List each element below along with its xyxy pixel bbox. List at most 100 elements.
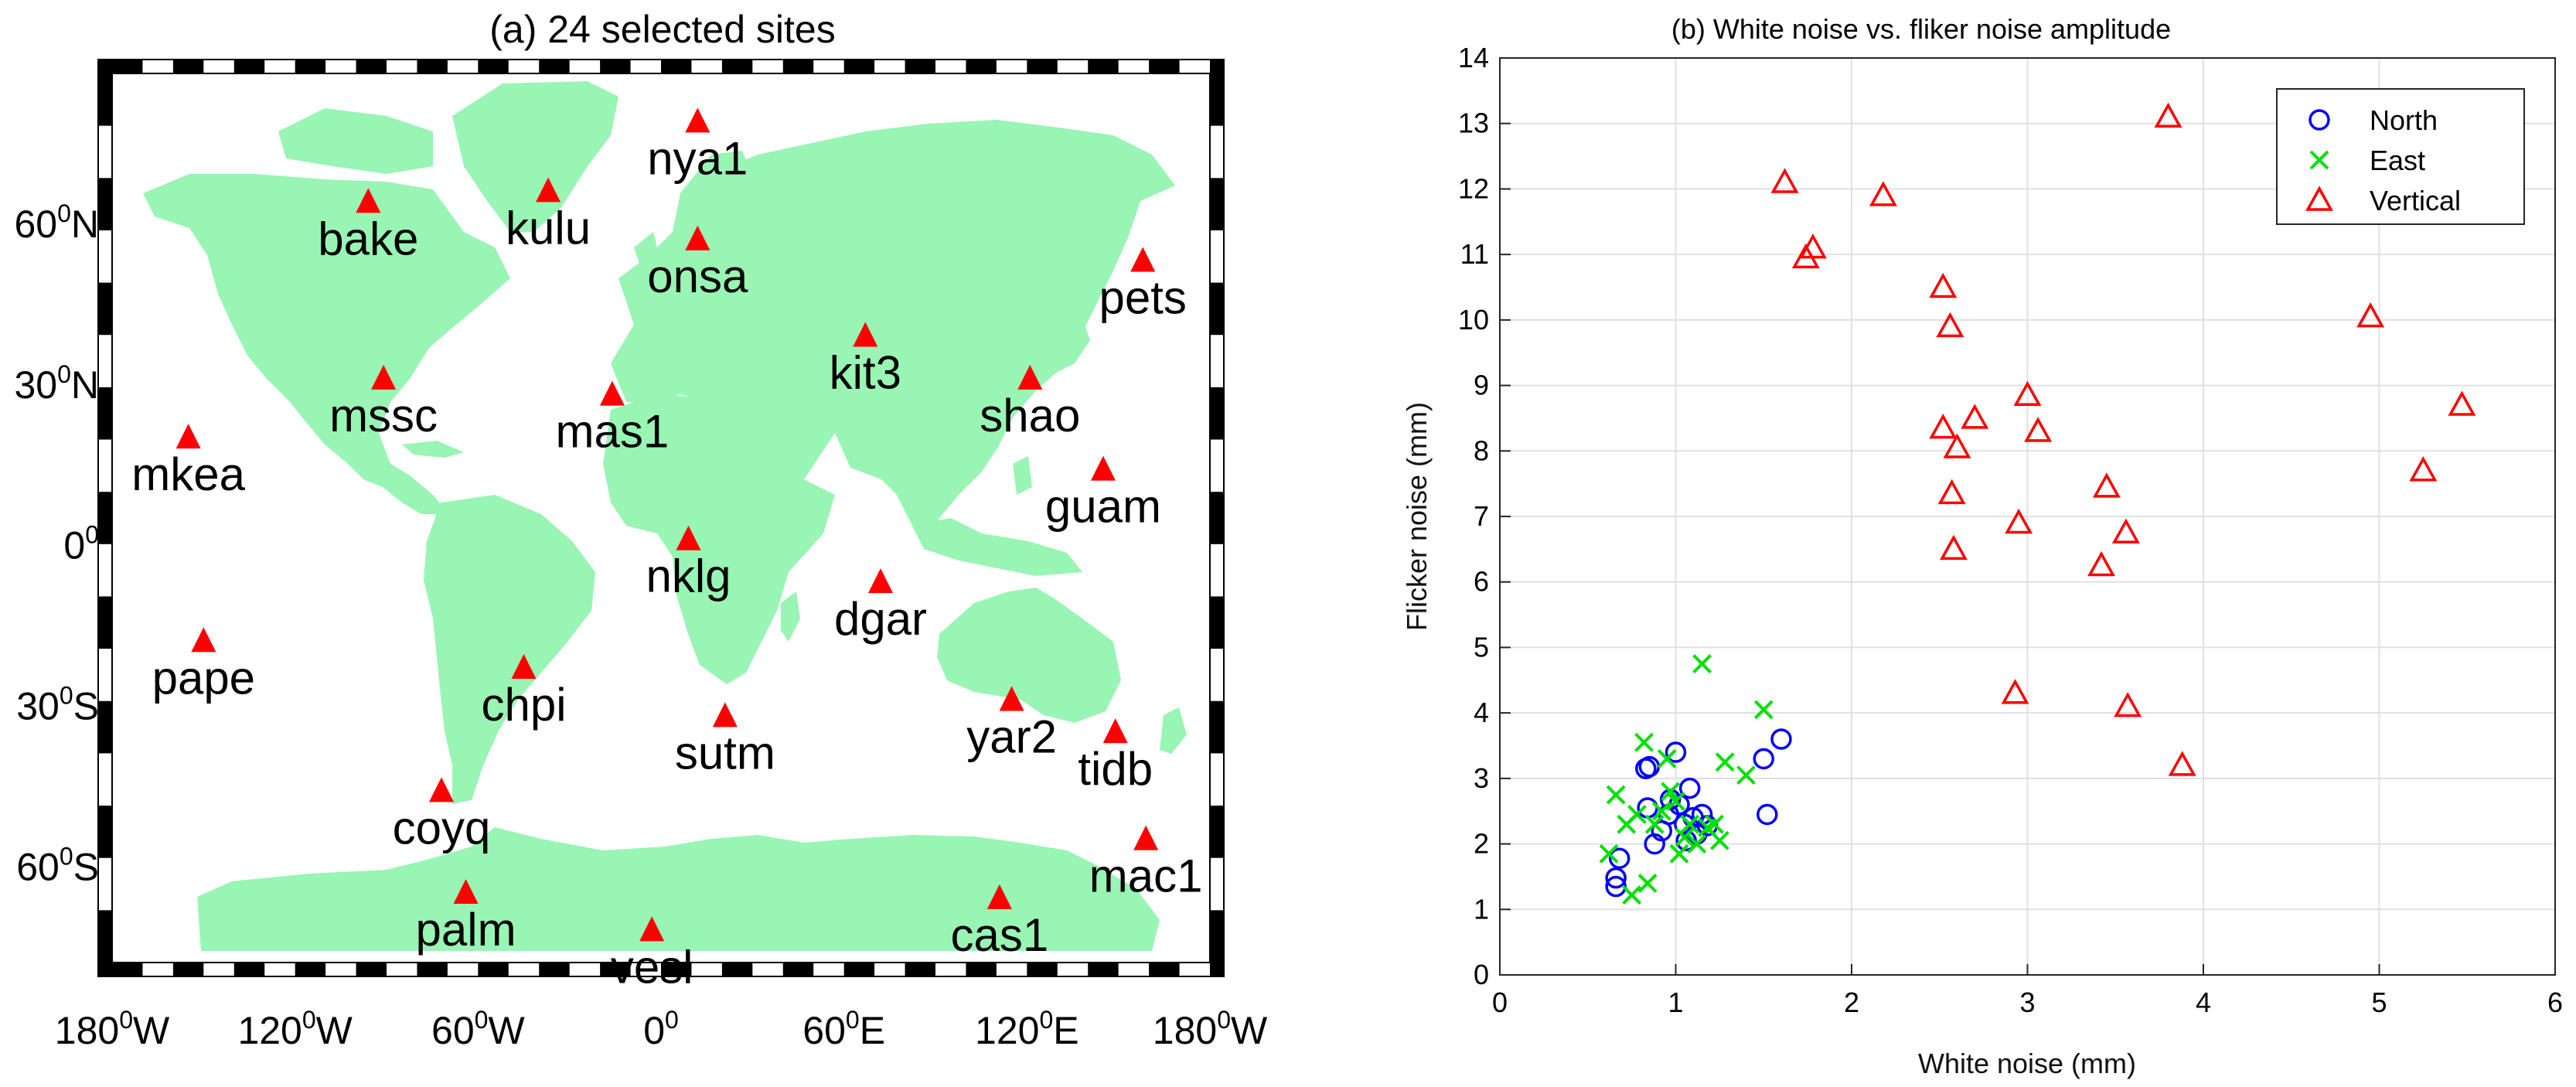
new-zealand	[1160, 707, 1187, 754]
border-segment	[1210, 73, 1224, 126]
border-segment	[843, 963, 875, 976]
border-segment	[1027, 963, 1058, 976]
site-marker	[429, 777, 454, 802]
vertical-point	[2005, 508, 2033, 534]
east-point	[1627, 805, 1647, 824]
site-marker	[599, 380, 625, 406]
border-segment	[98, 910, 112, 963]
legend-marker-north	[2309, 109, 2330, 131]
border-segment	[356, 60, 387, 73]
vertical-point	[1929, 414, 1958, 439]
north-point	[1770, 728, 1792, 750]
north-point	[1753, 748, 1774, 770]
vertical-point	[2114, 692, 2142, 717]
site-label: mkea	[131, 448, 245, 500]
x-stroke	[1675, 827, 1695, 847]
border-segment	[905, 60, 935, 73]
x-axis-ticks: 0 1 2 3 4 5 6	[1492, 964, 2563, 1018]
border-segment	[539, 963, 570, 976]
site-marker	[685, 225, 710, 250]
site-label: mac1	[1089, 850, 1203, 902]
border-corner	[98, 60, 112, 73]
border-segment	[905, 963, 935, 976]
east-point	[1709, 830, 1729, 850]
map-longitude-ticks: 1800W 1200W 600W 00 600E 1200E 1800W	[55, 1006, 1268, 1052]
vertical-point	[1929, 272, 1958, 298]
land-masses	[143, 81, 1187, 951]
africa	[603, 394, 835, 684]
site-label: sutm	[675, 727, 775, 779]
border-segment	[1210, 700, 1224, 754]
british-isles	[634, 232, 661, 282]
border-segment	[172, 60, 204, 73]
latitude-tick-label: 600N	[14, 199, 99, 246]
border-segment	[600, 963, 631, 976]
east-point	[1606, 785, 1626, 805]
x-stroke	[1692, 654, 1712, 674]
site-kit3: kit3	[830, 322, 901, 398]
x-stroke	[1651, 801, 1671, 821]
vertical-point	[1937, 479, 1966, 505]
east-point	[1692, 654, 1712, 674]
site-marker	[191, 627, 216, 653]
site-marker	[175, 424, 201, 449]
x-stroke	[1715, 752, 1735, 772]
north-point	[1757, 803, 1778, 826]
x-tick-label: 3	[2019, 986, 2035, 1018]
x-tick-label: 4	[2196, 986, 2211, 1018]
x-stroke	[1599, 843, 1619, 864]
map-panel: (a) 24 selected sites	[14, 8, 1268, 1052]
border-segment	[1210, 178, 1224, 230]
east-point	[1657, 749, 1677, 768]
site-dgar: dgar	[834, 568, 927, 645]
border-segment	[661, 963, 692, 976]
site-label: shao	[980, 390, 1080, 441]
east-point	[1634, 732, 1654, 752]
border-segment	[172, 963, 204, 976]
border-corner	[1210, 963, 1224, 976]
x-stroke	[1644, 814, 1665, 834]
east-point	[1675, 827, 1695, 847]
site-marker	[685, 107, 710, 133]
site-chpi: chpi	[481, 653, 567, 731]
north-point	[1608, 847, 1630, 869]
border-segment	[782, 963, 814, 976]
border-segment	[417, 963, 448, 976]
east-point	[1680, 814, 1700, 834]
y-tick-label: 13	[1458, 107, 1489, 139]
east-point	[1753, 700, 1774, 720]
caribbean	[402, 441, 464, 458]
longitude-tick-label: 1200W	[237, 1006, 353, 1052]
x-stroke	[1622, 885, 1642, 905]
vertical-point	[1798, 233, 1827, 259]
x-stroke	[1680, 814, 1700, 834]
map-sites: nya1 kulu bake onsa pets kit3 mssc mas1 shao mkea…	[131, 107, 1203, 993]
legend-marker-vertical	[2305, 186, 2333, 211]
border-segment	[539, 60, 570, 73]
x-stroke	[1657, 749, 1677, 768]
east-point	[1644, 814, 1665, 834]
border-segment	[721, 60, 753, 73]
border-segment	[1027, 60, 1058, 73]
site-label: yar2	[966, 711, 1057, 763]
border-segment	[600, 60, 631, 73]
y-tick-label: 1	[1474, 893, 1489, 925]
south-america	[424, 495, 595, 804]
site-nya1: nya1	[647, 107, 748, 184]
y-tick-label: 5	[1474, 631, 1489, 663]
latitude-tick-label: 00	[63, 521, 99, 567]
madagascar	[781, 591, 800, 642]
site-vesl: vesl	[611, 916, 693, 993]
border-segment	[721, 963, 753, 976]
site-yar2: yar2	[966, 686, 1057, 763]
y-tick-label: 11	[1460, 238, 1489, 270]
y-tick-label: 0	[1474, 959, 1489, 990]
vertical-point	[1770, 168, 1799, 193]
site-label: pets	[1099, 271, 1187, 323]
latitude-tick-label: 300S	[16, 681, 99, 728]
border-segment	[1210, 806, 1224, 858]
border-segment	[98, 700, 112, 754]
vertical-point	[1869, 181, 1897, 206]
arctic-islands	[278, 108, 433, 174]
longitude-tick-label: 600W	[431, 1006, 525, 1052]
